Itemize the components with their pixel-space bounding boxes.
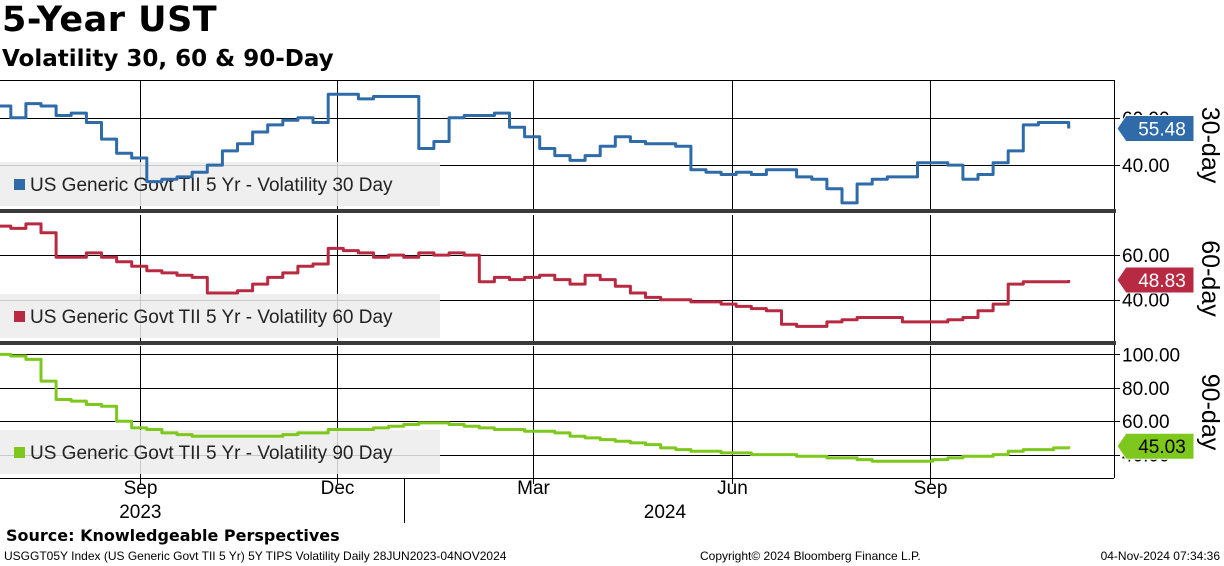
x-tick-label: Sep: [124, 478, 158, 499]
legend-box: [0, 294, 440, 338]
chart-subtitle: Volatility 30, 60 & 90-Day: [2, 46, 334, 72]
x-year-label: 2023: [119, 502, 161, 523]
y-tick-label: 40.00: [1122, 291, 1170, 312]
source-note: Source: Knowledgeable Perspectives: [6, 526, 340, 545]
legend-label: US Generic Govt TII 5 Yr - Volatility 90…: [30, 443, 393, 464]
y-tick-label: 60.00: [1122, 246, 1170, 267]
legend-swatch: [14, 447, 25, 458]
footer-copyright: Copyright© 2024 Bloomberg Finance L.P.: [700, 549, 921, 563]
x-tick-label: Jun: [717, 478, 748, 499]
panel-separator: [0, 209, 1116, 213]
last-value-tag: [1116, 432, 1195, 460]
panel-separator: [0, 341, 1116, 345]
panel-label: 90-day: [1196, 374, 1224, 451]
y-tick-label: 100.00: [1122, 345, 1180, 366]
x-tick-label: Dec: [321, 478, 355, 499]
last-value-label: 45.03: [1138, 437, 1186, 458]
legend-swatch: [14, 311, 25, 322]
legend-swatch: [14, 179, 25, 190]
footer-timestamp: 04-Nov-2024 07:34:36: [1100, 549, 1220, 563]
series-line: [0, 92, 1071, 205]
series-line: [0, 222, 1071, 328]
legend-box: [0, 162, 440, 206]
x-year-label: 2024: [644, 502, 687, 523]
x-tick-label: Mar: [517, 478, 550, 499]
last-value-label: 48.83: [1138, 271, 1186, 292]
legend-label: US Generic Govt TII 5 Yr - Volatility 30…: [30, 175, 393, 196]
x-tick-label: Sep: [914, 478, 948, 499]
y-tick-label: 60.00: [1122, 412, 1170, 433]
y-tick-label: 80.00: [1122, 379, 1170, 400]
chart-title: 5-Year UST: [2, 0, 218, 40]
y-tick-label: 40.00: [1122, 156, 1170, 177]
series-line: [0, 352, 1071, 463]
panel-60-day: 40.00 60.00 US Generic Govt TII 5 Yr - Vol…: [0, 215, 1224, 342]
legend-label: US Generic Govt TII 5 Yr - Volatility 60…: [30, 307, 393, 328]
last-value-label: 55.48: [1138, 120, 1186, 141]
footer-index-info: USGGT05Y Index (US Generic Govt TII 5 Yr…: [4, 549, 507, 563]
last-value-tag: [1116, 115, 1195, 143]
last-value-tag: [1116, 266, 1195, 294]
panel-label: 30-day: [1196, 107, 1224, 184]
panel-label: 60-day: [1196, 240, 1224, 317]
